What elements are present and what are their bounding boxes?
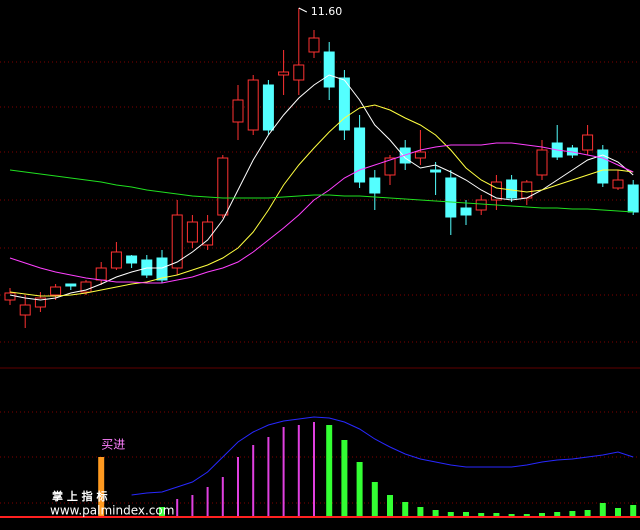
candle-body <box>460 207 472 216</box>
candle-body <box>612 179 624 189</box>
candle-body <box>490 181 502 201</box>
candle-body <box>536 149 548 176</box>
indicator-bar <box>297 425 300 517</box>
indicator-bar <box>252 445 255 517</box>
indicator-bar <box>341 440 348 517</box>
indicator-bar <box>176 499 179 517</box>
candle-body <box>247 79 259 131</box>
indicator-line <box>131 416 634 496</box>
indicator-bar <box>432 510 439 517</box>
watermark: 掌 上 指 标 <box>52 489 108 503</box>
candle-body <box>506 179 518 199</box>
high-marker <box>298 7 308 13</box>
candle-body <box>308 37 320 53</box>
candle-body <box>582 134 594 151</box>
candle-body <box>323 51 335 88</box>
candle-body <box>4 292 16 301</box>
candle-body <box>186 221 198 243</box>
indicator-bar <box>569 511 576 517</box>
candle-body <box>19 304 31 316</box>
candle-body <box>475 199 487 211</box>
candle-body <box>384 157 396 176</box>
indicator-bar <box>371 482 378 517</box>
indicator-bar <box>508 514 515 517</box>
moving-average-line <box>9 104 634 297</box>
candle-body <box>34 297 46 308</box>
indicator-bar <box>159 507 165 517</box>
candle-body <box>65 283 77 287</box>
indicator-bar <box>615 508 621 517</box>
candle-body <box>262 84 274 131</box>
candle-body <box>430 169 442 173</box>
candle-body <box>110 251 122 269</box>
signal-bar <box>98 457 105 517</box>
candle-body <box>414 151 426 159</box>
indicator-bar <box>523 514 530 517</box>
grid <box>0 61 640 504</box>
candle-body <box>445 177 457 218</box>
indicator-bar <box>599 503 606 517</box>
candle-body <box>50 286 62 296</box>
indicator-bar <box>191 495 194 517</box>
indicator-bar <box>402 502 409 517</box>
indicator-bar <box>539 513 545 517</box>
candle-body <box>217 157 229 216</box>
indicator-bar <box>417 507 424 517</box>
moving-average-line <box>9 169 634 213</box>
candle-body <box>627 184 639 213</box>
candle-body <box>338 77 350 131</box>
indicator-bar <box>630 505 637 517</box>
signal-label: 买进 <box>101 438 125 452</box>
candle-body <box>202 221 214 246</box>
indicator-bar <box>326 425 333 517</box>
indicator-bar <box>387 495 393 517</box>
indicator-bar <box>206 487 209 517</box>
indicator-bar <box>554 512 561 517</box>
indicator-bar <box>356 462 363 517</box>
indicator-bar <box>463 512 469 517</box>
candle-body <box>95 267 107 281</box>
watermark-site: www.palmindex.com <box>50 504 174 518</box>
candle-body <box>597 149 609 184</box>
candle-body <box>171 214 183 269</box>
candle-body <box>126 255 138 264</box>
indicator-bar <box>478 513 485 517</box>
candle-body <box>232 99 244 123</box>
candle-body <box>369 177 381 194</box>
candle-body <box>80 281 92 293</box>
candle-body <box>156 257 168 281</box>
indicator-bar <box>221 477 224 517</box>
indicator-bar <box>282 427 285 517</box>
indicator-bar <box>237 457 239 517</box>
indicator-bar <box>267 437 270 517</box>
indicator-bar <box>493 513 500 517</box>
candle-body <box>293 64 305 81</box>
indicator-bar <box>584 510 591 517</box>
candle-body <box>354 127 366 183</box>
moving-average-line <box>9 74 634 301</box>
high-label: 11.60 <box>311 5 343 18</box>
indicator-bar <box>313 422 315 517</box>
indicator-bar <box>447 512 454 517</box>
candle-body <box>278 71 290 76</box>
